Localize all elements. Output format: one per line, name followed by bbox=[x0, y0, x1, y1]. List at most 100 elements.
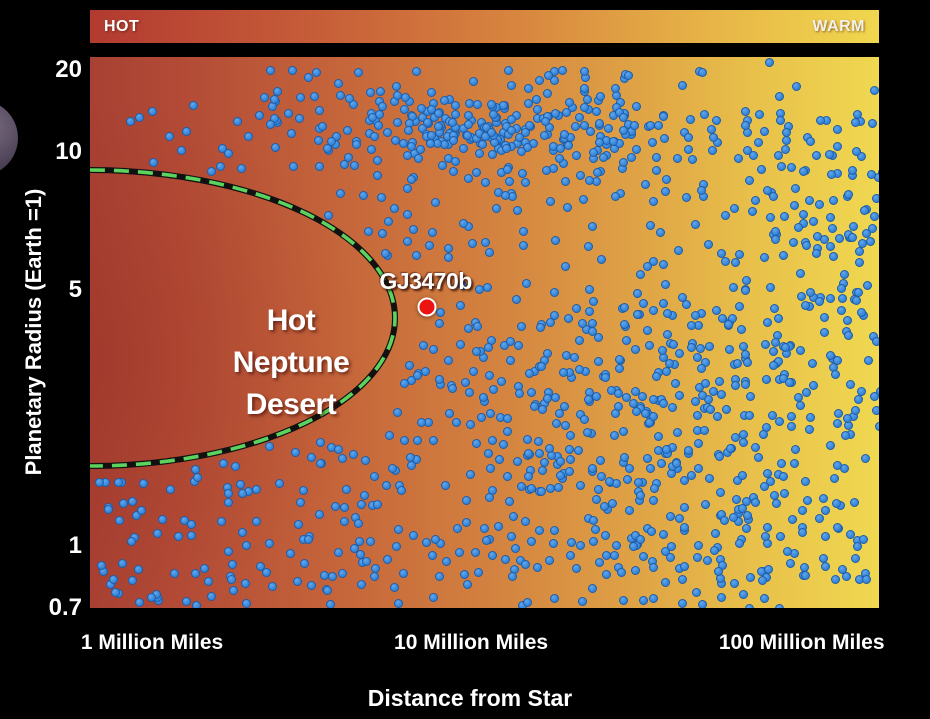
exoplanet-point bbox=[566, 454, 576, 464]
exoplanet-point bbox=[408, 531, 418, 541]
exoplanet-point bbox=[564, 141, 574, 150]
exoplanet-point bbox=[855, 247, 864, 257]
exoplanet-point bbox=[398, 138, 408, 148]
exoplanet-point bbox=[618, 426, 628, 436]
exoplanet-point bbox=[564, 445, 574, 455]
exoplanet-point bbox=[558, 368, 568, 378]
exoplanet-point bbox=[802, 387, 812, 397]
exoplanet-point bbox=[867, 119, 877, 129]
exoplanet-point bbox=[731, 380, 741, 390]
exoplanet-point bbox=[572, 564, 582, 573]
exoplanet-point bbox=[851, 406, 861, 415]
exoplanet-point bbox=[353, 68, 363, 78]
exoplanet-point bbox=[699, 425, 709, 435]
exoplanet-point bbox=[777, 458, 787, 468]
exoplanet-point bbox=[127, 537, 137, 547]
exoplanet-point bbox=[671, 379, 681, 389]
exoplanet-point bbox=[445, 409, 455, 419]
exoplanet-point bbox=[608, 136, 618, 146]
exoplanet-point bbox=[480, 132, 490, 142]
exoplanet-point bbox=[561, 350, 571, 360]
exoplanet-point bbox=[503, 413, 512, 423]
exoplanet-point bbox=[508, 512, 518, 522]
exoplanet-point bbox=[545, 317, 555, 327]
exoplanet-point bbox=[204, 577, 214, 587]
exoplanet-point bbox=[526, 387, 536, 397]
exoplanet-point bbox=[307, 581, 317, 591]
exoplanet-point bbox=[732, 476, 742, 485]
exoplanet-point bbox=[226, 574, 236, 584]
exoplanet-point bbox=[796, 345, 806, 355]
exoplanet-point bbox=[679, 475, 689, 485]
y-tick-label: 0.7 bbox=[48, 594, 82, 621]
exoplanet-point bbox=[759, 253, 769, 263]
exoplanet-point bbox=[484, 449, 494, 459]
exoplanet-point bbox=[459, 218, 469, 228]
exoplanet-point bbox=[170, 568, 180, 578]
exoplanet-point bbox=[584, 241, 594, 251]
exoplanet-point bbox=[594, 484, 603, 494]
exoplanet-point bbox=[270, 95, 280, 105]
exoplanet-point bbox=[518, 241, 528, 251]
exoplanet-point bbox=[110, 588, 120, 598]
exoplanet-point bbox=[134, 597, 144, 607]
exoplanet-point bbox=[535, 322, 545, 332]
exoplanet-point bbox=[712, 411, 722, 421]
exoplanet-point bbox=[443, 355, 453, 365]
exoplanet-point bbox=[426, 87, 436, 97]
exoplanet-point bbox=[391, 81, 401, 91]
exoplanet-point bbox=[596, 255, 606, 265]
exoplanet-point bbox=[365, 537, 375, 547]
exoplanet-point bbox=[714, 452, 724, 462]
exoplanet-point bbox=[381, 248, 391, 258]
exoplanet-point bbox=[591, 524, 600, 534]
exoplanet-point bbox=[286, 129, 296, 138]
exoplanet-point bbox=[613, 401, 623, 411]
exoplanet-point bbox=[660, 279, 670, 289]
exoplanet-point bbox=[695, 343, 705, 353]
exoplanet-point bbox=[206, 167, 216, 177]
exoplanet-point bbox=[411, 251, 421, 260]
exoplanet-point bbox=[716, 593, 726, 602]
exoplanet-point bbox=[703, 555, 712, 565]
exoplanet-point bbox=[114, 477, 124, 487]
exoplanet-point bbox=[558, 65, 568, 75]
exoplanet-point bbox=[372, 499, 382, 509]
exoplanet-point bbox=[518, 226, 528, 236]
exoplanet-point bbox=[681, 299, 691, 309]
exoplanet-point bbox=[472, 322, 482, 332]
exoplanet-point bbox=[840, 270, 849, 280]
exoplanet-point bbox=[364, 226, 373, 236]
exoplanet-point bbox=[260, 92, 270, 102]
exoplanet-point bbox=[622, 475, 632, 485]
exoplanet-point bbox=[600, 530, 610, 540]
exoplanet-point bbox=[742, 511, 752, 521]
exoplanet-point bbox=[108, 574, 118, 584]
exoplanet-point bbox=[589, 516, 599, 526]
exoplanet-point bbox=[496, 376, 506, 386]
exoplanet-point bbox=[847, 165, 857, 175]
exoplanet-point bbox=[601, 570, 611, 580]
exoplanet-point bbox=[228, 559, 238, 569]
exoplanet-point bbox=[796, 269, 806, 279]
exoplanet-point bbox=[382, 555, 392, 565]
exoplanet-point bbox=[429, 592, 439, 602]
exoplanet-point bbox=[465, 98, 475, 108]
exoplanet-point bbox=[586, 127, 596, 137]
exoplanet-point bbox=[404, 361, 414, 371]
exoplanet-point bbox=[312, 68, 322, 78]
exoplanet-point bbox=[580, 415, 590, 425]
exoplanet-point bbox=[506, 531, 516, 541]
exoplanet-point bbox=[393, 118, 403, 128]
exoplanet-point bbox=[700, 378, 710, 388]
exoplanet-point bbox=[216, 517, 226, 527]
exoplanet-point bbox=[189, 100, 199, 110]
exoplanet-point bbox=[654, 432, 663, 442]
exoplanet-point bbox=[504, 177, 514, 187]
exoplanet-point bbox=[667, 541, 677, 551]
exoplanet-point bbox=[252, 485, 262, 495]
exoplanet-point bbox=[451, 157, 460, 167]
exoplanet-point bbox=[686, 114, 696, 124]
exoplanet-point bbox=[665, 552, 675, 562]
exoplanet-point bbox=[631, 406, 641, 416]
